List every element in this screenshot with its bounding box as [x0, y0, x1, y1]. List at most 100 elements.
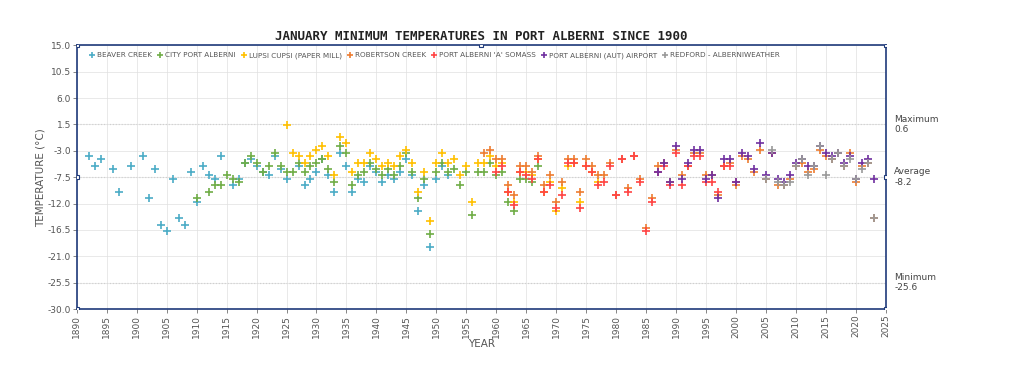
- REDFORD - ALBERNIWEATHER: [819, 173, 831, 178]
- ROBERTSON CREEK: [664, 179, 676, 184]
- PORT ALBERNI (AUT) AIRPORT: [730, 179, 742, 184]
- REDFORD - ALBERNIWEATHER: [766, 147, 778, 152]
- PORT ALBERNI 'A' SOMASS: [604, 164, 616, 168]
- PORT ALBERNI 'A' SOMASS: [526, 177, 539, 181]
- PORT ALBERNI 'A' SOMASS: [682, 164, 694, 168]
- Title: JANUARY MINIMUM TEMPERATURES IN PORT ALBERNI SINCE 1900: JANUARY MINIMUM TEMPERATURES IN PORT ALB…: [275, 30, 687, 43]
- PORT ALBERNI (AUT) AIRPORT: [861, 157, 873, 161]
- PORT ALBERNI (AUT) AIRPORT: [712, 196, 724, 201]
- PORT ALBERNI (AUT) AIRPORT: [838, 160, 850, 165]
- PORT ALBERNI (AUT) AIRPORT: [867, 177, 880, 181]
- PORT ALBERNI (AUT) AIRPORT: [706, 173, 718, 178]
- PORT ALBERNI 'A' SOMASS: [508, 202, 520, 207]
- CITY PORT ALBERNI: [442, 170, 455, 175]
- REDFORD - ALBERNIWEATHER: [772, 179, 784, 184]
- LUPSI CUPSI (PAPER MILL): [562, 164, 574, 168]
- PORT ALBERNI 'A' SOMASS: [694, 154, 707, 158]
- REDFORD - ALBERNIWEATHER: [831, 150, 844, 155]
- REDFORD - ALBERNIWEATHER: [783, 179, 796, 184]
- PORT ALBERNI (AUT) AIRPORT: [682, 160, 694, 165]
- REDFORD - ALBERNIWEATHER: [850, 177, 862, 181]
- PORT ALBERNI (AUT) AIRPORT: [754, 141, 766, 146]
- PORT ALBERNI 'A' SOMASS: [640, 229, 652, 233]
- Line: ROBERTSON CREEK: ROBERTSON CREEK: [480, 146, 878, 231]
- PORT ALBERNI 'A' SOMASS: [574, 206, 587, 210]
- PORT ALBERNI (AUT) AIRPORT: [831, 150, 844, 155]
- LUPSI CUPSI (PAPER MILL): [472, 160, 484, 165]
- PORT ALBERNI (AUT) AIRPORT: [778, 179, 791, 184]
- ROBERTSON CREEK: [796, 160, 808, 165]
- REDFORD - ALBERNIWEATHER: [838, 164, 850, 168]
- REDFORD - ALBERNIWEATHER: [760, 177, 772, 181]
- BEAVER CREEK: [316, 157, 329, 161]
- CITY PORT ALBERNI: [436, 160, 449, 165]
- PORT ALBERNI 'A' SOMASS: [598, 179, 610, 184]
- LUPSI CUPSI (PAPER MILL): [526, 173, 539, 178]
- PORT ALBERNI 'A' SOMASS: [718, 164, 730, 168]
- PORT ALBERNI 'A' SOMASS: [646, 199, 658, 204]
- Legend: BEAVER CREEK, CITY PORT ALBERNI, LUPSI CUPSI (PAPER MILL), ROBERTSON CREEK, PORT: BEAVER CREEK, CITY PORT ALBERNI, LUPSI C…: [88, 52, 780, 60]
- PORT ALBERNI 'A' SOMASS: [592, 183, 604, 188]
- ROBERTSON CREEK: [867, 215, 880, 220]
- PORT ALBERNI (AUT) AIRPORT: [814, 144, 826, 149]
- CITY PORT ALBERNI: [209, 183, 221, 188]
- REDFORD - ALBERNIWEATHER: [796, 157, 808, 161]
- PORT ALBERNI 'A' SOMASS: [652, 170, 665, 175]
- PORT ALBERNI 'A' SOMASS: [622, 190, 634, 194]
- CITY PORT ALBERNI: [214, 183, 226, 188]
- CITY PORT ALBERNI: [287, 170, 299, 175]
- PORT ALBERNI (AUT) AIRPORT: [802, 164, 814, 168]
- PORT ALBERNI 'A' SOMASS: [634, 179, 646, 184]
- LUPSI CUPSI (PAPER MILL): [365, 150, 377, 155]
- Text: Average
-8.2: Average -8.2: [894, 167, 932, 187]
- PORT ALBERNI 'A' SOMASS: [616, 157, 629, 161]
- PORT ALBERNI (AUT) AIRPORT: [783, 173, 796, 178]
- CITY PORT ALBERNI: [346, 183, 358, 188]
- PORT ALBERNI (AUT) AIRPORT: [676, 177, 688, 181]
- PORT ALBERNI 'A' SOMASS: [676, 183, 688, 188]
- PORT ALBERNI 'A' SOMASS: [544, 183, 556, 188]
- LUPSI CUPSI (PAPER MILL): [466, 199, 478, 204]
- REDFORD - ALBERNIWEATHER: [861, 160, 873, 165]
- BEAVER CREEK: [442, 173, 455, 178]
- CITY PORT ALBERNI: [190, 196, 203, 201]
- BEAVER CREEK: [89, 164, 101, 168]
- PORT ALBERNI (AUT) AIRPORT: [736, 150, 749, 155]
- Text: Minimum
-25.6: Minimum -25.6: [894, 273, 936, 293]
- LUPSI CUPSI (PAPER MILL): [484, 154, 497, 158]
- PORT ALBERNI 'A' SOMASS: [514, 170, 526, 175]
- PORT ALBERNI 'A' SOMASS: [724, 164, 736, 168]
- PORT ALBERNI 'A' SOMASS: [586, 170, 598, 175]
- ROBERTSON CREEK: [478, 150, 490, 155]
- PORT ALBERNI (AUT) AIRPORT: [766, 150, 778, 155]
- PORT ALBERNI (AUT) AIRPORT: [694, 147, 707, 152]
- PORT ALBERNI 'A' SOMASS: [496, 164, 508, 168]
- ROBERTSON CREEK: [484, 147, 497, 152]
- BEAVER CREEK: [334, 150, 346, 155]
- PORT ALBERNI (AUT) AIRPORT: [670, 144, 682, 149]
- BEAVER CREEK: [424, 245, 436, 249]
- PORT ALBERNI (AUT) AIRPORT: [850, 177, 862, 181]
- PORT ALBERNI (AUT) AIRPORT: [741, 154, 754, 158]
- LUPSI CUPSI (PAPER MILL): [424, 219, 436, 224]
- ROBERTSON CREEK: [514, 164, 526, 168]
- LUPSI CUPSI (PAPER MILL): [592, 179, 604, 184]
- PORT ALBERNI (AUT) AIRPORT: [819, 150, 831, 155]
- PORT ALBERNI 'A' SOMASS: [664, 183, 676, 188]
- PORT ALBERNI (AUT) AIRPORT: [772, 177, 784, 181]
- ROBERTSON CREEK: [580, 157, 592, 161]
- REDFORD - ALBERNIWEATHER: [867, 215, 880, 220]
- PORT ALBERNI (AUT) AIRPORT: [790, 160, 802, 165]
- LUPSI CUPSI (PAPER MILL): [281, 123, 293, 127]
- CITY PORT ALBERNI: [424, 232, 436, 236]
- REDFORD - ALBERNIWEATHER: [825, 157, 838, 161]
- REDFORD - ALBERNIWEATHER: [808, 164, 820, 168]
- BEAVER CREEK: [371, 170, 383, 175]
- PORT ALBERNI 'A' SOMASS: [568, 160, 581, 165]
- PORT ALBERNI 'A' SOMASS: [730, 179, 742, 184]
- PORT ALBERNI 'A' SOMASS: [490, 170, 503, 175]
- PORT ALBERNI (AUT) AIRPORT: [760, 173, 772, 178]
- PORT ALBERNI 'A' SOMASS: [712, 190, 724, 194]
- BEAVER CREEK: [298, 183, 310, 188]
- PORT ALBERNI 'A' SOMASS: [532, 157, 545, 161]
